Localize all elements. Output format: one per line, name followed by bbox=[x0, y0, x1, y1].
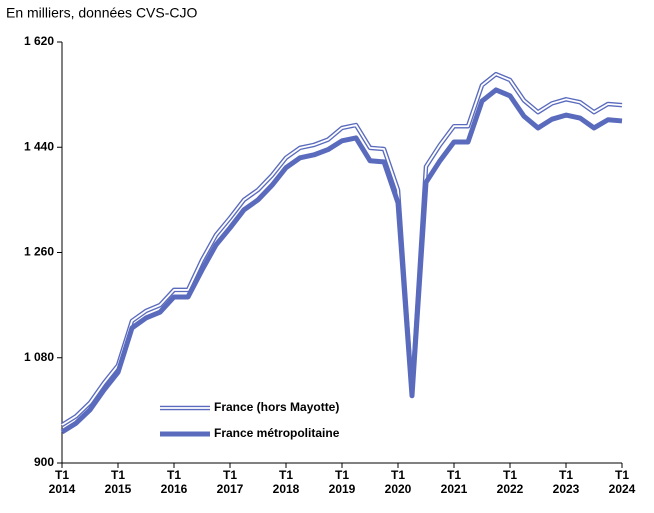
legend-label: France (hors Mayotte) bbox=[214, 400, 339, 414]
y-tick-label: 1 440 bbox=[24, 139, 54, 153]
y-tick-label: 1 080 bbox=[24, 350, 54, 364]
x-tick-label: T1 2019 bbox=[328, 468, 356, 496]
y-tick-label: 900 bbox=[34, 455, 54, 469]
x-tick-label: T1 2016 bbox=[160, 468, 188, 496]
series-line-inner bbox=[61, 73, 623, 426]
x-tick-label: T1 2024 bbox=[608, 468, 636, 496]
x-tick-label: T1 2015 bbox=[104, 468, 132, 496]
x-tick-label: T1 2020 bbox=[384, 468, 412, 496]
legend-label: France métropolitaine bbox=[214, 426, 340, 440]
x-tick-label: T1 2022 bbox=[496, 468, 524, 496]
y-tick-label: 1 620 bbox=[24, 34, 54, 48]
x-tick-label: T1 2023 bbox=[552, 468, 580, 496]
y-tick-label: 1 260 bbox=[24, 245, 54, 259]
x-tick-label: T1 2014 bbox=[48, 468, 76, 496]
x-tick-label: T1 2017 bbox=[216, 468, 244, 496]
chart-title: En milliers, données CVS-CJO bbox=[6, 5, 198, 21]
series-line bbox=[60, 87, 623, 435]
x-tick-label: T1 2021 bbox=[440, 468, 468, 496]
x-tick-label: T1 2018 bbox=[272, 468, 300, 496]
